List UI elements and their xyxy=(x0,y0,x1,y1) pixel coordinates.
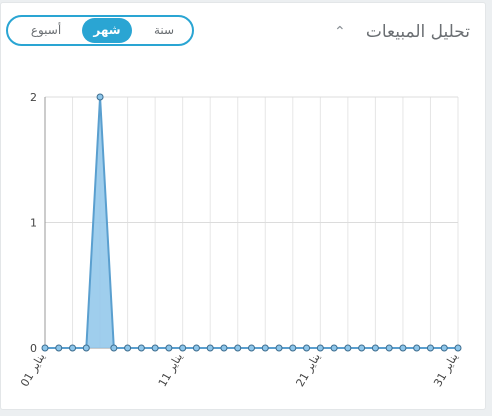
x-tick-label: 01 يناير xyxy=(18,351,47,389)
point xyxy=(220,344,228,352)
point xyxy=(69,344,77,352)
point xyxy=(440,344,448,352)
point xyxy=(330,344,338,352)
point xyxy=(426,344,434,352)
point xyxy=(248,344,255,352)
point xyxy=(206,344,214,352)
point xyxy=(454,344,462,352)
point xyxy=(41,344,49,352)
collapse-icon[interactable]: ⌃ xyxy=(334,24,346,40)
point xyxy=(110,344,118,352)
point xyxy=(124,344,132,352)
point xyxy=(192,344,200,352)
x-tick-label: 11 يناير xyxy=(156,351,185,389)
x-tick-label: 21 يناير xyxy=(293,351,322,389)
point xyxy=(358,344,366,352)
point xyxy=(413,344,421,352)
point xyxy=(55,344,63,352)
point xyxy=(399,344,407,352)
point xyxy=(316,344,324,352)
point xyxy=(137,344,145,352)
point xyxy=(385,344,393,352)
point xyxy=(371,344,379,352)
panel-title: تحليل المبيعات xyxy=(365,22,470,42)
point xyxy=(82,344,90,352)
period-toggle: سنة شهر أسبوع xyxy=(6,15,194,46)
point xyxy=(151,344,159,352)
point xyxy=(96,93,104,101)
point xyxy=(234,344,242,352)
period-tab[interactable]: شهر xyxy=(82,18,132,43)
y-tick-label: 2 xyxy=(30,91,37,104)
point xyxy=(165,344,173,352)
point xyxy=(179,344,187,352)
panel xyxy=(0,2,486,410)
point xyxy=(275,344,283,352)
point xyxy=(289,344,297,352)
period-tab[interactable]: سنة xyxy=(153,23,175,37)
x-tick-label: 31 يناير xyxy=(431,351,460,389)
y-tick-label: 0 xyxy=(30,342,37,355)
point xyxy=(261,344,269,352)
period-tab[interactable]: أسبوع xyxy=(30,23,62,37)
y-tick-label: 1 xyxy=(30,217,37,230)
point xyxy=(344,344,352,352)
point xyxy=(303,344,311,352)
